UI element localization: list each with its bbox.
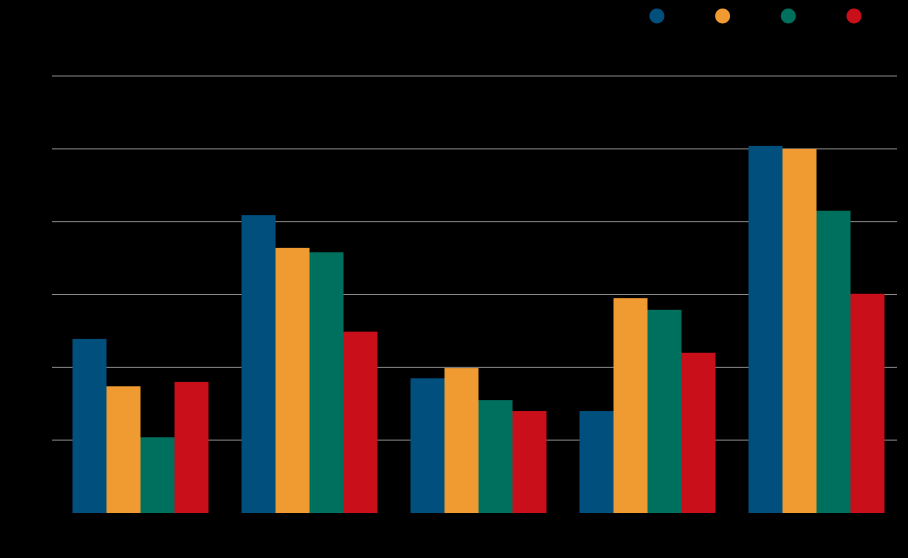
bar <box>309 252 344 514</box>
bar <box>850 293 885 513</box>
bar <box>613 298 648 513</box>
bar <box>579 411 614 513</box>
bar <box>681 352 716 513</box>
bar <box>275 247 310 514</box>
bar <box>478 400 513 513</box>
bar <box>106 386 141 513</box>
bar <box>444 368 479 513</box>
bar <box>72 338 107 513</box>
legend-marker <box>715 8 731 24</box>
bar <box>782 148 817 514</box>
bar <box>410 378 445 513</box>
bar <box>816 210 851 513</box>
legend-marker <box>846 8 862 24</box>
bar <box>174 381 209 513</box>
bar <box>140 437 175 513</box>
bar <box>647 309 682 513</box>
bar <box>343 331 378 513</box>
legend-marker <box>780 8 796 24</box>
bar <box>241 215 276 513</box>
bar <box>512 411 547 513</box>
bar <box>748 145 783 514</box>
legend-marker <box>649 8 665 24</box>
